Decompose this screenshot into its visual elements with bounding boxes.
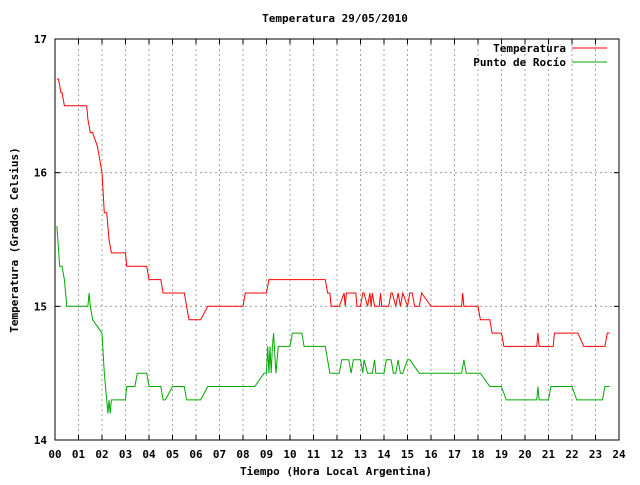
x-tick-label: 02 [95, 448, 108, 461]
x-tick-label: 00 [48, 448, 61, 461]
y-tick-label: 15 [34, 300, 47, 313]
x-tick-label: 12 [330, 448, 343, 461]
chart-title: Temperatura 29/05/2010 [262, 12, 408, 25]
x-tick-label: 16 [424, 448, 438, 461]
series-layer [56, 78, 610, 414]
x-tick-label: 17 [448, 448, 461, 461]
x-tick-label: 11 [307, 448, 321, 461]
x-tick-label: 18 [471, 448, 484, 461]
x-axis-label: Tiempo (Hora Local Argentina) [240, 465, 432, 478]
x-tick-label: 09 [260, 448, 273, 461]
y-axis-label: Temperatura (Grados Celsius) [8, 147, 21, 332]
series-line-punto-de-rocio [56, 226, 610, 414]
y-tick-label: 14 [34, 434, 48, 447]
legend-label: Punto de Rocío [473, 56, 566, 69]
y-tick-label: 17 [34, 33, 47, 46]
x-tick-label: 20 [518, 448, 531, 461]
x-tick-label: 24 [612, 448, 626, 461]
x-tick-label: 14 [377, 448, 391, 461]
x-tick-label: 13 [354, 448, 367, 461]
x-tick-label: 07 [213, 448, 226, 461]
x-tick-label: 19 [495, 448, 508, 461]
x-tick-label: 21 [542, 448, 556, 461]
x-tick-label: 04 [142, 448, 156, 461]
y-tick-label: 16 [34, 167, 48, 180]
grid [55, 39, 619, 440]
ticks: 00 01 02 03 04 05 06 07 08 09 10 11 12 13 14 15 16 17 18 19… [34, 33, 626, 461]
x-tick-label: 05 [166, 448, 179, 461]
x-tick-label: 15 [401, 448, 414, 461]
x-tick-label: 03 [119, 448, 132, 461]
legend-label: Temperatura [493, 42, 566, 55]
x-tick-label: 22 [565, 448, 578, 461]
series-line-temperatura [56, 78, 610, 347]
x-tick-label: 01 [72, 448, 86, 461]
x-tick-label: 10 [283, 448, 296, 461]
x-tick-label: 23 [589, 448, 602, 461]
x-tick-label: 08 [236, 448, 249, 461]
x-tick-label: 06 [189, 448, 203, 461]
